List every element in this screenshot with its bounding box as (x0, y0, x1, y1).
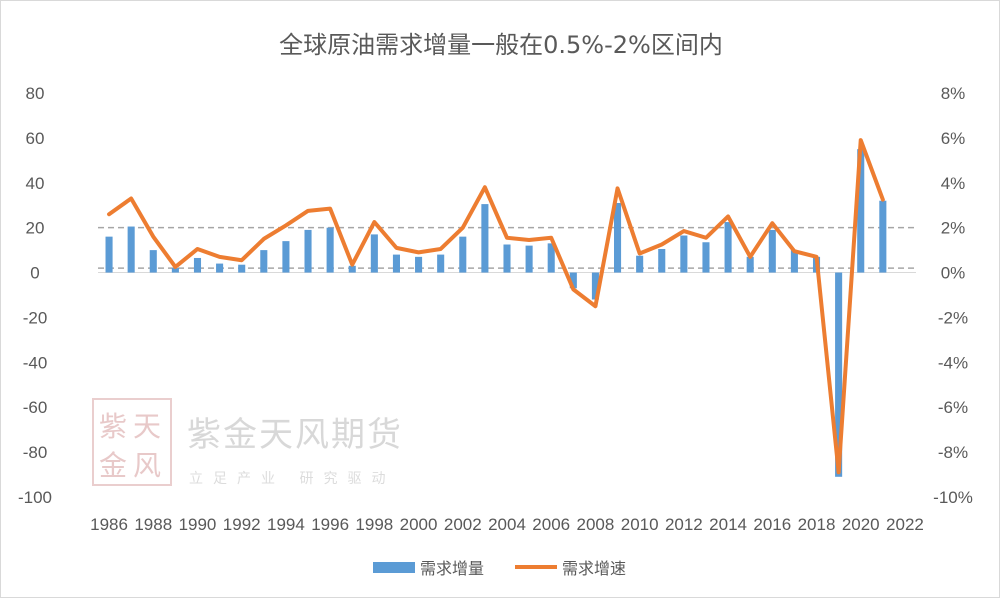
x-axis: 1986 1988 1990 1992 1994 1996 1998 2000 2002 2004… (90, 515, 924, 534)
right-tick-label: -10% (933, 488, 973, 507)
watermark-seal-frame (92, 398, 172, 486)
bar (636, 255, 644, 273)
legend-label-bar: 需求增量 (420, 559, 484, 578)
right-tick-label: 8% (941, 84, 966, 103)
x-tick-label: 2002 (444, 515, 482, 534)
bar (658, 248, 666, 273)
left-tick-label: 20 (26, 219, 45, 238)
watermark-seal-char: 天 (133, 410, 163, 443)
bar (879, 200, 887, 273)
bar (614, 202, 622, 273)
left-tick-label: 0 (30, 264, 39, 283)
bar (569, 272, 577, 289)
x-tick-label: 2020 (842, 515, 880, 534)
bar (437, 254, 445, 273)
x-tick-label: 2018 (798, 515, 836, 534)
x-tick-label: 2010 (621, 515, 659, 534)
x-tick-label: 2016 (753, 515, 791, 534)
bar (746, 256, 754, 273)
left-tick-label: -60 (23, 398, 48, 417)
left-tick-label: -40 (23, 353, 48, 372)
x-tick-label: 1988 (134, 515, 172, 534)
bar (326, 227, 334, 273)
legend: 需求增量 需求增速 (373, 559, 626, 578)
left-tick-label: 40 (26, 174, 45, 193)
left-tick-label: -80 (23, 443, 48, 462)
bar (680, 235, 688, 273)
reference-lines (98, 226, 916, 269)
right-tick-label: 4% (941, 174, 966, 193)
watermark-seal-char: 风 (133, 449, 163, 482)
line-series (107, 138, 885, 475)
legend-label-line: 需求增速 (562, 559, 626, 578)
x-tick-label: 2008 (577, 515, 615, 534)
watermark-tagline: 立足产业 研究驱动 (189, 471, 395, 487)
bar (149, 250, 157, 273)
bar (790, 250, 798, 273)
bar (238, 264, 246, 273)
bar (105, 236, 113, 273)
bar (392, 254, 400, 273)
bar (370, 234, 378, 273)
right-tick-label: -4% (938, 353, 968, 372)
bar (127, 226, 135, 273)
x-tick-label: 2000 (400, 515, 438, 534)
x-tick-label: 2006 (532, 515, 570, 534)
legend-swatch-bar (373, 562, 415, 573)
bar (525, 245, 533, 273)
bar (415, 256, 423, 273)
bar (260, 250, 268, 273)
watermark-logo: 紫 天 金 风 紫金天风期货 立足产业 研究驱动 (92, 398, 403, 487)
bar (459, 236, 467, 273)
x-tick-label: 1990 (179, 515, 217, 534)
x-tick-label: 2004 (488, 515, 526, 534)
x-tick-label: 1994 (267, 515, 305, 534)
left-tick-label: 60 (26, 129, 45, 148)
bar (171, 268, 179, 273)
x-tick-label: 2012 (665, 515, 703, 534)
watermark-seal-char: 紫 (99, 410, 129, 443)
x-tick-label: 1992 (223, 515, 261, 534)
x-tick-label: 1986 (90, 515, 128, 534)
bar (857, 149, 865, 273)
bar (591, 272, 599, 300)
right-tick-label: -2% (938, 308, 968, 327)
x-tick-label: 2022 (886, 515, 924, 534)
x-tick-label: 2014 (709, 515, 747, 534)
right-tick-label: -6% (938, 398, 968, 417)
bar (193, 257, 202, 273)
left-tick-label: -100 (18, 488, 52, 507)
x-tick-label: 1998 (355, 515, 393, 534)
watermark-seal-char: 金 (99, 449, 129, 482)
bar (282, 241, 290, 273)
bar (547, 243, 555, 273)
bar (724, 222, 732, 273)
bar (304, 229, 312, 273)
bar (503, 244, 511, 273)
chart-title: 全球原油需求增量一般在0.5%-2%区间内 (279, 31, 723, 59)
left-tick-label: 80 (26, 84, 45, 103)
bar (702, 242, 710, 273)
series-line (107, 138, 885, 475)
bar (216, 263, 224, 273)
watermark-name: 紫金天风期货 (187, 415, 403, 455)
right-tick-label: 2% (941, 219, 966, 238)
bar (835, 272, 843, 477)
bar (481, 204, 489, 273)
bar (348, 265, 356, 273)
x-tick-label: 1996 (311, 515, 349, 534)
left-axis: 80 60 40 20 0 -20 -40 -60 -80 -100 (18, 84, 52, 507)
right-axis: 8% 6% 4% 2% 0% -2% -4% -6% -8% -10% (933, 84, 973, 507)
right-tick-label: -8% (938, 443, 968, 462)
right-tick-label: 0% (941, 264, 966, 283)
right-tick-label: 6% (941, 129, 966, 148)
left-tick-label: -20 (23, 308, 48, 327)
bar (768, 229, 776, 273)
